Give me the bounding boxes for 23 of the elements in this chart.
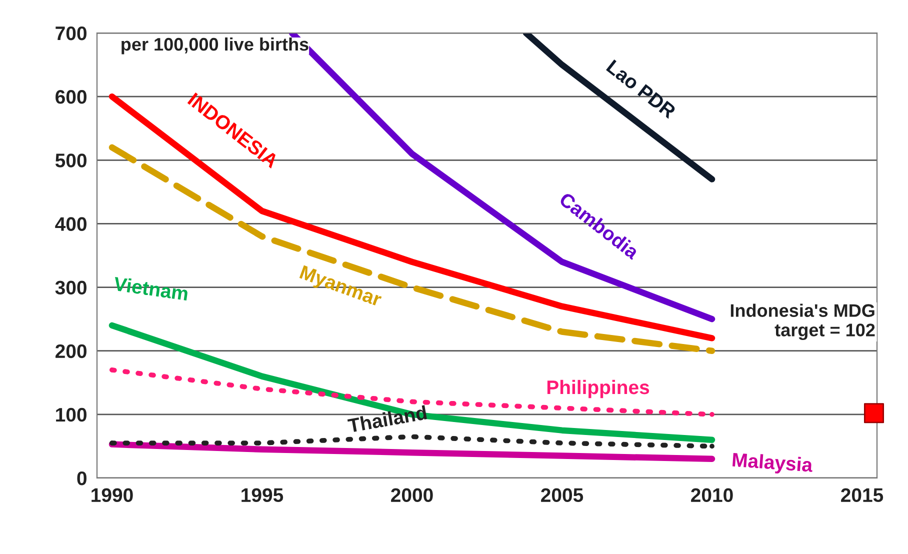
series-label: Philippines (547, 380, 650, 398)
annotation: per 100,000 live births (122, 37, 308, 54)
x-tick-label: 1990 (92, 488, 133, 502)
x-tick-label: 1995 (242, 488, 284, 502)
point (710, 444, 714, 449)
text: Vietnam (113, 276, 188, 301)
y-tick-label: 700 (56, 26, 86, 40)
y-tick-label: 0 (77, 471, 86, 486)
y-tick-label: 400 (55, 217, 86, 231)
y-tick-label: 300 (55, 280, 86, 295)
point (864, 403, 884, 424)
x-tick-label: 2015 (841, 488, 884, 502)
y-tick-label: 500 (55, 154, 86, 168)
x-tick-label: 2005 (541, 488, 584, 502)
annotation: Indonesia's MDG target = 102 (730, 304, 875, 340)
y-tick-label: 600 (56, 90, 86, 104)
y-tick-label: 200 (56, 344, 86, 358)
point (710, 412, 714, 417)
y-tick-label: 100 (56, 408, 86, 422)
x-tick-label: 2000 (391, 488, 433, 502)
series-label: Malaysia (732, 452, 814, 476)
text: Thailand (347, 405, 428, 433)
x-tick-label: 2010 (691, 488, 733, 502)
